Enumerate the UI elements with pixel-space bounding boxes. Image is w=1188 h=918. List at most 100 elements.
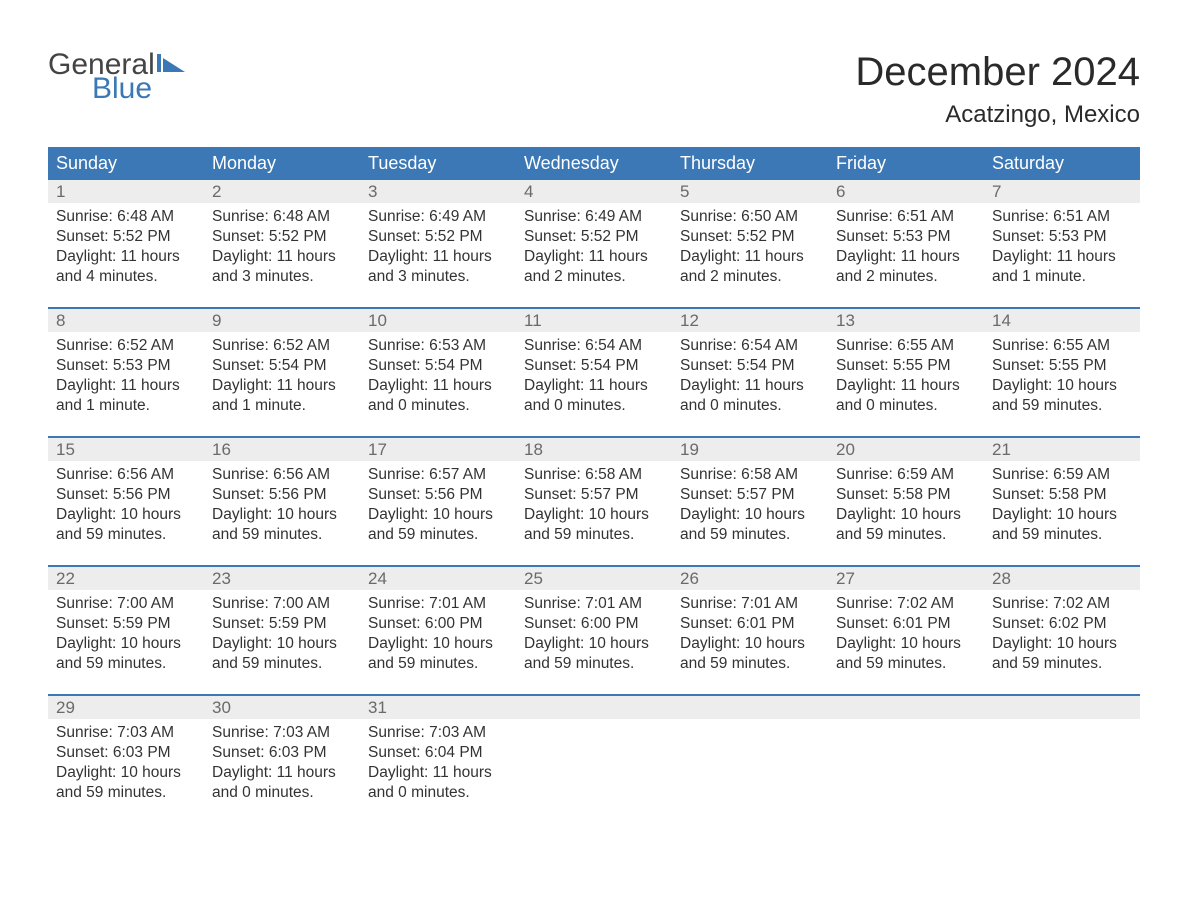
daylight-text: Daylight: 10 hours and 59 minutes. [524, 505, 664, 545]
daylight-text: Daylight: 11 hours and 0 minutes. [524, 376, 664, 416]
sunrise-text: Sunrise: 7:03 AM [212, 723, 352, 743]
day-cell: Sunrise: 6:52 AMSunset: 5:54 PMDaylight:… [204, 332, 360, 436]
daylight-text: Daylight: 10 hours and 59 minutes. [992, 376, 1132, 416]
day-number-row: 891011121314 [48, 309, 1140, 332]
day-cell: Sunrise: 6:51 AMSunset: 5:53 PMDaylight:… [984, 203, 1140, 307]
daylight-text: Daylight: 10 hours and 59 minutes. [212, 505, 352, 545]
sunrise-text: Sunrise: 7:03 AM [368, 723, 508, 743]
day-number: 23 [204, 567, 360, 590]
day-number: 14 [984, 309, 1140, 332]
sunrise-text: Sunrise: 6:58 AM [524, 465, 664, 485]
sunrise-text: Sunrise: 6:52 AM [56, 336, 196, 356]
sunrise-text: Sunrise: 7:00 AM [56, 594, 196, 614]
day-number: 16 [204, 438, 360, 461]
day-number: 20 [828, 438, 984, 461]
sunset-text: Sunset: 5:54 PM [680, 356, 820, 376]
sunset-text: Sunset: 5:59 PM [212, 614, 352, 634]
sunrise-text: Sunrise: 6:48 AM [56, 207, 196, 227]
sunrise-text: Sunrise: 7:00 AM [212, 594, 352, 614]
sunset-text: Sunset: 5:53 PM [56, 356, 196, 376]
logo-text-bottom: Blue [92, 74, 185, 104]
day-number-row: 1234567 [48, 180, 1140, 203]
day-cell: Sunrise: 6:55 AMSunset: 5:55 PMDaylight:… [984, 332, 1140, 436]
logo: General Blue [48, 50, 185, 104]
sunset-text: Sunset: 5:54 PM [368, 356, 508, 376]
sunset-text: Sunset: 6:00 PM [524, 614, 664, 634]
daylight-text: Daylight: 10 hours and 59 minutes. [992, 634, 1132, 674]
sunrise-text: Sunrise: 6:53 AM [368, 336, 508, 356]
day-number: 12 [672, 309, 828, 332]
sunset-text: Sunset: 6:03 PM [212, 743, 352, 763]
sunrise-text: Sunrise: 6:54 AM [524, 336, 664, 356]
day-number: 10 [360, 309, 516, 332]
weekday-header: Thursday [672, 147, 828, 180]
sunset-text: Sunset: 5:52 PM [56, 227, 196, 247]
day-number: 3 [360, 180, 516, 203]
daylight-text: Daylight: 10 hours and 59 minutes. [368, 634, 508, 674]
sunrise-text: Sunrise: 6:48 AM [212, 207, 352, 227]
flag-icon [157, 54, 185, 76]
calendar-week: 891011121314Sunrise: 6:52 AMSunset: 5:53… [48, 307, 1140, 436]
sunset-text: Sunset: 5:56 PM [56, 485, 196, 505]
day-cell: Sunrise: 7:02 AMSunset: 6:01 PMDaylight:… [828, 590, 984, 694]
sunrise-text: Sunrise: 6:55 AM [992, 336, 1132, 356]
day-cell: Sunrise: 6:52 AMSunset: 5:53 PMDaylight:… [48, 332, 204, 436]
calendar-week: 293031Sunrise: 7:03 AMSunset: 6:03 PMDay… [48, 694, 1140, 823]
page-header: General Blue December 2024 Acatzingo, Me… [48, 50, 1140, 129]
sunset-text: Sunset: 6:04 PM [368, 743, 508, 763]
daylight-text: Daylight: 11 hours and 1 minute. [992, 247, 1132, 287]
day-cell: Sunrise: 6:57 AMSunset: 5:56 PMDaylight:… [360, 461, 516, 565]
sunset-text: Sunset: 5:54 PM [524, 356, 664, 376]
day-number: 13 [828, 309, 984, 332]
daylight-text: Daylight: 10 hours and 59 minutes. [524, 634, 664, 674]
day-number [672, 696, 828, 719]
sunset-text: Sunset: 6:02 PM [992, 614, 1132, 634]
location-label: Acatzingo, Mexico [855, 101, 1140, 129]
sunrise-text: Sunrise: 7:01 AM [680, 594, 820, 614]
sunset-text: Sunset: 5:52 PM [368, 227, 508, 247]
day-number: 5 [672, 180, 828, 203]
day-cell: Sunrise: 7:03 AMSunset: 6:03 PMDaylight:… [48, 719, 204, 823]
day-cell [672, 719, 828, 823]
sunrise-text: Sunrise: 7:02 AM [992, 594, 1132, 614]
day-number [828, 696, 984, 719]
weekday-header: Wednesday [516, 147, 672, 180]
weekday-header: Saturday [984, 147, 1140, 180]
sunrise-text: Sunrise: 6:59 AM [992, 465, 1132, 485]
day-cell: Sunrise: 6:51 AMSunset: 5:53 PMDaylight:… [828, 203, 984, 307]
day-cell: Sunrise: 7:01 AMSunset: 6:00 PMDaylight:… [516, 590, 672, 694]
sunset-text: Sunset: 5:53 PM [992, 227, 1132, 247]
day-number: 19 [672, 438, 828, 461]
sunset-text: Sunset: 5:55 PM [992, 356, 1132, 376]
weekday-header: Tuesday [360, 147, 516, 180]
day-number: 18 [516, 438, 672, 461]
day-cell: Sunrise: 6:54 AMSunset: 5:54 PMDaylight:… [672, 332, 828, 436]
day-cell [828, 719, 984, 823]
day-cell: Sunrise: 6:58 AMSunset: 5:57 PMDaylight:… [672, 461, 828, 565]
day-number: 21 [984, 438, 1140, 461]
sunrise-text: Sunrise: 6:56 AM [212, 465, 352, 485]
sunset-text: Sunset: 5:58 PM [992, 485, 1132, 505]
sunrise-text: Sunrise: 7:03 AM [56, 723, 196, 743]
daylight-text: Daylight: 11 hours and 0 minutes. [368, 763, 508, 803]
day-cell: Sunrise: 7:00 AMSunset: 5:59 PMDaylight:… [204, 590, 360, 694]
day-cell: Sunrise: 6:48 AMSunset: 5:52 PMDaylight:… [48, 203, 204, 307]
calendar-week: 15161718192021Sunrise: 6:56 AMSunset: 5:… [48, 436, 1140, 565]
day-cell: Sunrise: 6:55 AMSunset: 5:55 PMDaylight:… [828, 332, 984, 436]
sunrise-text: Sunrise: 6:57 AM [368, 465, 508, 485]
sunset-text: Sunset: 5:53 PM [836, 227, 976, 247]
sunrise-text: Sunrise: 6:51 AM [992, 207, 1132, 227]
day-number: 29 [48, 696, 204, 719]
day-number: 6 [828, 180, 984, 203]
day-number: 7 [984, 180, 1140, 203]
day-number: 24 [360, 567, 516, 590]
sunrise-text: Sunrise: 6:55 AM [836, 336, 976, 356]
daylight-text: Daylight: 11 hours and 0 minutes. [680, 376, 820, 416]
day-cell: Sunrise: 7:01 AMSunset: 6:01 PMDaylight:… [672, 590, 828, 694]
sunrise-text: Sunrise: 6:59 AM [836, 465, 976, 485]
sunset-text: Sunset: 6:01 PM [836, 614, 976, 634]
day-cell [984, 719, 1140, 823]
calendar: Sunday Monday Tuesday Wednesday Thursday… [48, 147, 1140, 823]
day-cell: Sunrise: 6:49 AMSunset: 5:52 PMDaylight:… [516, 203, 672, 307]
sunset-text: Sunset: 6:03 PM [56, 743, 196, 763]
